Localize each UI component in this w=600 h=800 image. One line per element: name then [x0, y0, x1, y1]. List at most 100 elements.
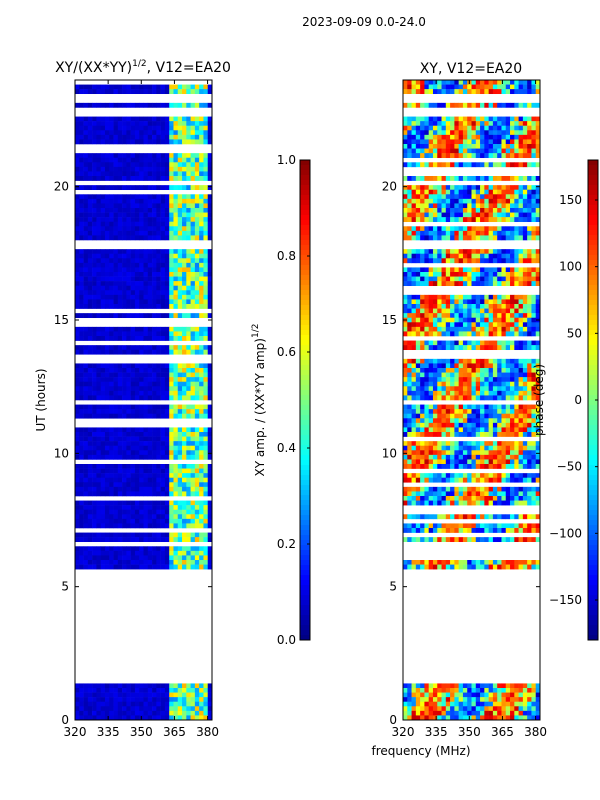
heatmap-cell [79, 249, 84, 255]
heatmap-cell [152, 692, 157, 698]
heatmap-cell [152, 706, 157, 712]
heatmap-cell [113, 404, 119, 410]
heatmap-cell [117, 560, 123, 565]
heatmap-cell [424, 80, 429, 85]
heatmap-cell [186, 436, 191, 442]
heatmap-cell [122, 509, 127, 515]
heatmap-cell [420, 363, 425, 369]
heatmap-cell [475, 395, 481, 401]
heatmap-cell [109, 441, 114, 447]
heatmap-cell [514, 208, 519, 213]
heatmap-cell [173, 276, 179, 282]
heatmap-cell [173, 130, 179, 136]
heatmap-cell [160, 386, 166, 392]
heatmap-cell [117, 185, 123, 191]
heatmap-cell [403, 372, 408, 378]
heatmap-cell [492, 235, 498, 241]
heatmap-cell [143, 171, 149, 177]
heatmap-cell [437, 153, 442, 159]
heatmap-cell [535, 276, 541, 282]
heatmap-cell [531, 176, 537, 181]
heatmap-cell [182, 313, 187, 319]
heatmap-cell [445, 134, 451, 140]
heatmap-cell [407, 294, 412, 300]
heatmap-cell [117, 692, 123, 698]
heatmap-cell [182, 381, 187, 387]
heatmap-cell [160, 477, 166, 483]
heatmap-cell [100, 482, 106, 488]
colorbar-segment [300, 345, 310, 351]
heatmap-cell [437, 144, 442, 149]
heatmap-cell [104, 102, 110, 108]
heatmap-cell [75, 518, 80, 524]
heatmap-cell [203, 194, 209, 200]
heatmap-cell [207, 532, 213, 538]
heatmap-cell [83, 134, 89, 140]
heatmap-cell [454, 326, 459, 332]
heatmap-cell [415, 432, 421, 437]
heatmap-cell [415, 185, 421, 191]
heatmap-cell [139, 166, 144, 172]
heatmap-cell [475, 345, 481, 351]
heatmap-cell [173, 560, 179, 565]
heatmap-cell [497, 212, 502, 218]
heatmap-cell [454, 267, 459, 273]
heatmap-cell [96, 683, 101, 689]
heatmap-cell [143, 272, 149, 277]
colorbar-tick-label: 0.6 [277, 345, 296, 359]
heatmap-cell [428, 134, 434, 140]
heatmap-cell [139, 390, 144, 396]
heatmap-cell [122, 253, 127, 259]
heatmap-cell [169, 198, 174, 204]
heatmap-cell [203, 368, 209, 373]
heatmap-cell [152, 550, 157, 556]
heatmap-cell [122, 368, 127, 373]
heatmap-cell [173, 331, 179, 337]
heatmap-cell [207, 221, 213, 227]
heatmap-cell [514, 322, 519, 328]
heatmap-cell [173, 102, 179, 108]
heatmap-cell [514, 372, 519, 378]
heatmap-cell [109, 235, 114, 241]
heatmap-cell [186, 331, 191, 337]
heatmap-cell [424, 358, 429, 364]
heatmap-cell [147, 710, 153, 716]
heatmap-cell [177, 468, 183, 474]
heatmap-cell [186, 217, 191, 223]
heatmap-cell [182, 432, 187, 437]
heatmap-cell [75, 550, 80, 556]
heatmap-cell [75, 486, 80, 492]
heatmap-cell [415, 212, 421, 218]
heatmap-cell [152, 701, 157, 707]
heatmap-cell [143, 331, 149, 337]
heatmap-cell [199, 550, 204, 556]
heatmap-cell [182, 413, 187, 419]
heatmap-cell [199, 390, 204, 396]
heatmap-cell [203, 230, 209, 236]
heatmap-cell [415, 80, 421, 85]
heatmap-cell [458, 368, 464, 373]
heatmap-cell [126, 532, 131, 538]
heatmap-cell [173, 468, 179, 474]
heatmap-cell [160, 564, 166, 570]
heatmap-cell [130, 683, 136, 689]
heatmap-cell [510, 326, 515, 332]
heatmap-cell [203, 390, 209, 396]
heatmap-cell [471, 368, 477, 373]
colorbar-segment [300, 215, 310, 221]
heatmap-cell [182, 701, 187, 707]
heatmap-cell [117, 436, 123, 442]
heatmap-cell [83, 413, 89, 419]
heatmap-cell [207, 715, 213, 721]
heatmap-cell [505, 345, 511, 351]
heatmap-cell [134, 390, 140, 396]
heatmap-cell [207, 185, 213, 191]
heatmap-cell [407, 368, 412, 373]
heatmap-cell [471, 422, 477, 428]
heatmap-cell [164, 313, 170, 319]
heatmap-cell [152, 153, 157, 159]
heatmap-cell [79, 331, 84, 337]
heatmap-cell [173, 701, 179, 707]
heatmap-cell [514, 294, 519, 300]
heatmap-cell [83, 299, 89, 305]
